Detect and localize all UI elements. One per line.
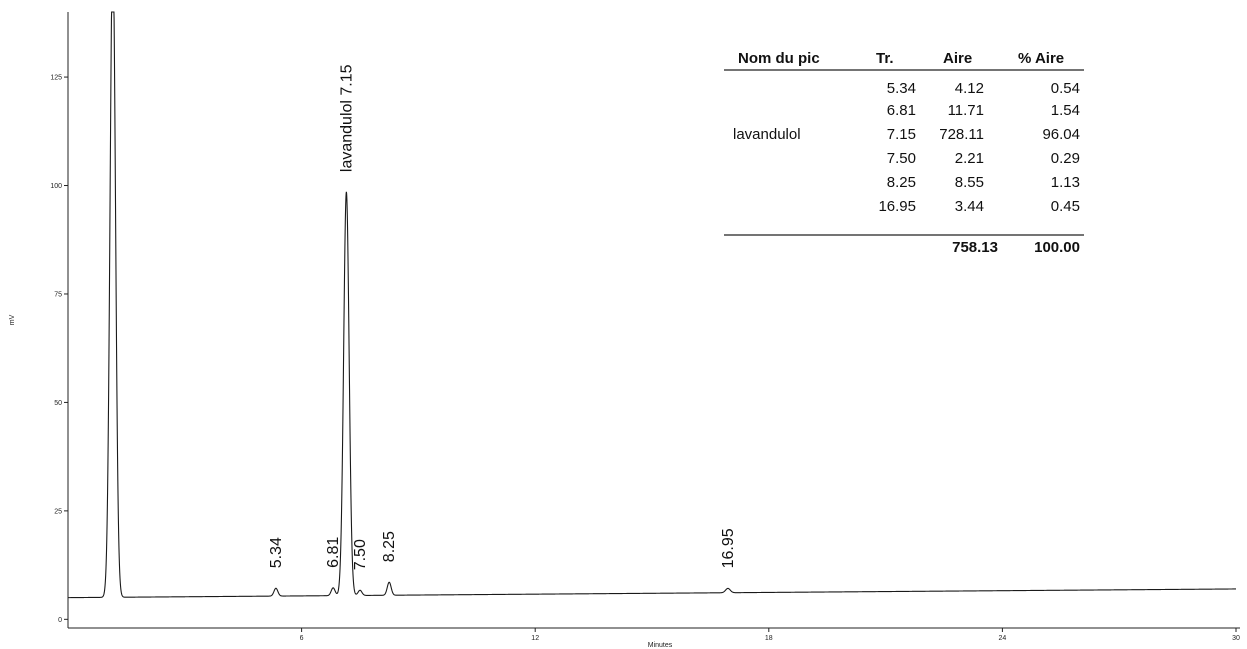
y-tick-label: 100: [50, 183, 62, 190]
table-row-area: 8.55: [955, 174, 984, 191]
x-tick-label: 6: [300, 635, 304, 642]
y-tick-label: 0: [58, 617, 62, 624]
table-row-tr: 7.50: [887, 150, 916, 167]
peak-label: lavandulol 7.15: [338, 64, 355, 172]
peak-labels: 5.34 6.81 lavandulol 7.15 7.50 8.25 16.95: [268, 64, 737, 570]
table-row-pct: 1.54: [1051, 102, 1080, 119]
peak-label: 16.95: [720, 528, 737, 568]
table-header-pct: % Aire: [1018, 50, 1064, 67]
table-row-pct: 0.54: [1051, 80, 1080, 97]
table-row-area: 11.71: [948, 102, 984, 119]
table-row-pct: 96.04: [1042, 126, 1080, 143]
table-row-tr: 8.25: [887, 174, 916, 191]
table-total-area: 758.13: [952, 239, 998, 256]
table-header-tr: Tr.: [876, 50, 894, 67]
peak-table: Nom du pic Tr. Aire % Aire 5.34 4.12 0.5…: [724, 50, 1084, 256]
x-axis-title: Minutes: [648, 642, 673, 649]
table-row-tr: 7.15: [887, 126, 916, 143]
table-row-pct: 1.13: [1051, 174, 1080, 191]
y-axis-title: mV: [9, 314, 16, 325]
table-row-area: 3.44: [955, 198, 984, 215]
table-row-tr: 16.95: [878, 198, 916, 215]
table-row-name: lavandulol: [733, 126, 801, 143]
x-tick-label: 24: [999, 635, 1007, 642]
y-tick-label: 25: [54, 508, 62, 515]
x-tick-label: 30: [1232, 635, 1240, 642]
y-tick-label: 125: [50, 75, 62, 82]
table-row-pct: 0.29: [1051, 150, 1080, 167]
table-header-name: Nom du pic: [738, 50, 820, 67]
peak-label: 5.34: [268, 537, 285, 568]
table-row-tr: 5.34: [887, 80, 916, 97]
table-row-tr: 6.81: [887, 102, 916, 119]
y-ticks: 0 25 50 75 100 125: [50, 75, 68, 624]
table-header-area: Aire: [943, 50, 972, 67]
table-total-pct: 100.00: [1034, 239, 1080, 256]
x-tick-label: 12: [531, 635, 539, 642]
peak-label: 6.81: [325, 537, 342, 568]
peak-label: 8.25: [381, 531, 398, 562]
table-row-area: 2.21: [955, 150, 984, 167]
y-tick-label: 50: [54, 400, 62, 407]
peak-label: 7.50: [352, 539, 369, 570]
table-row-pct: 0.45: [1051, 198, 1080, 215]
x-tick-label: 18: [765, 635, 773, 642]
table-row-area: 4.12: [955, 80, 984, 97]
table-row-area: 728.11: [939, 126, 984, 143]
y-tick-label: 75: [54, 291, 62, 298]
chromatogram-trace: [68, 11, 1236, 599]
x-ticks: 6 12 18 24 30: [300, 628, 1240, 642]
